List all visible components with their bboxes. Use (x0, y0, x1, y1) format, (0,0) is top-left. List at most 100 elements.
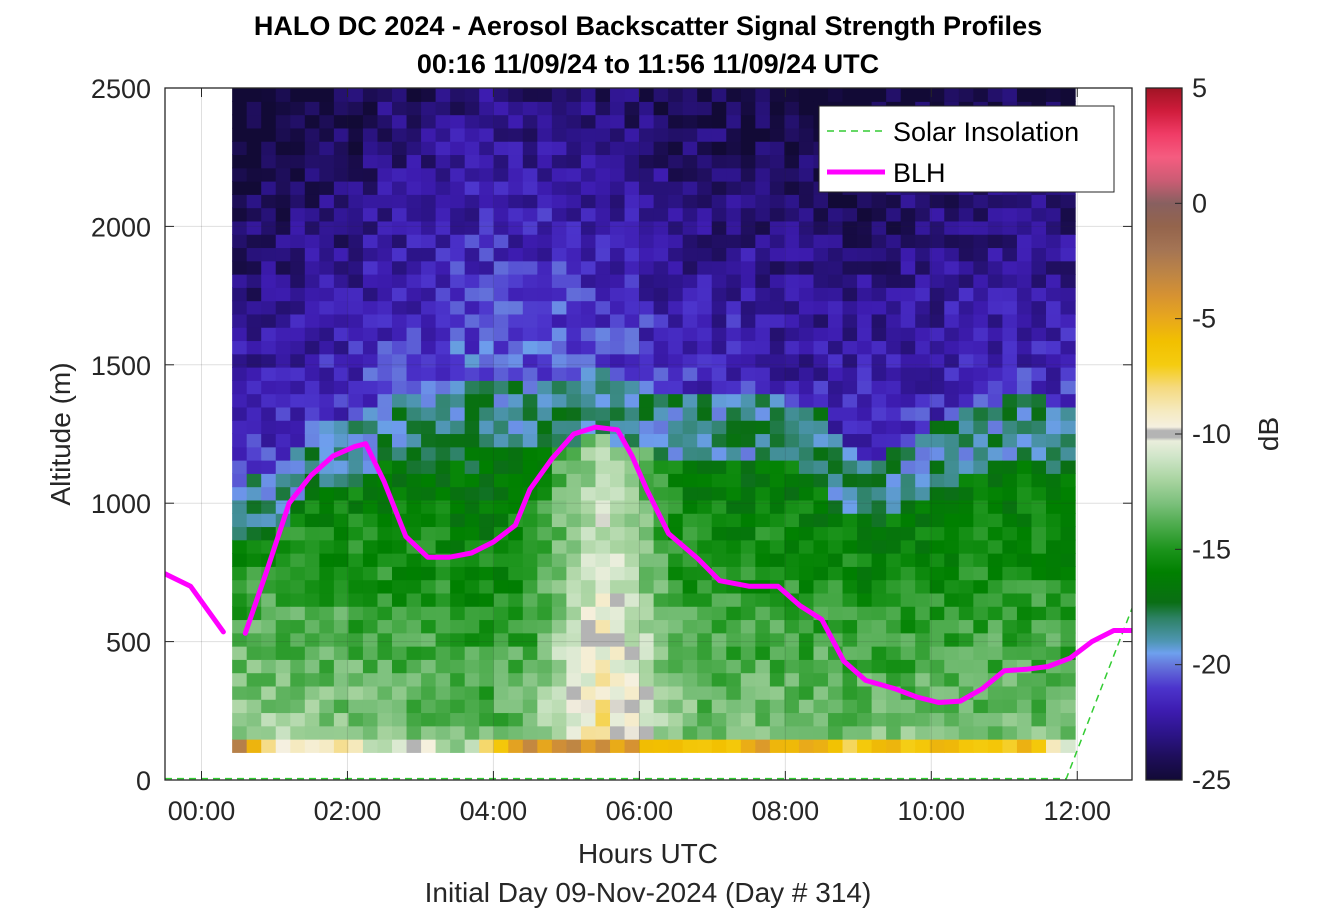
heatmap-cell (798, 300, 815, 315)
heatmap-cell (551, 274, 568, 288)
colorbar-label: dB (1253, 417, 1284, 451)
heatmap-cell (682, 460, 698, 474)
heatmap-cell (566, 699, 582, 714)
heatmap-cell (987, 553, 1003, 567)
heatmap-cell (755, 685, 771, 700)
heatmap-cell (522, 194, 538, 209)
heatmap-cell (348, 393, 364, 408)
heatmap-cell (726, 499, 742, 514)
heatmap-cell (551, 659, 568, 674)
heatmap-cell (639, 499, 655, 514)
heatmap-cell (348, 260, 364, 275)
heatmap-cell (580, 154, 597, 169)
heatmap-cell (813, 287, 829, 302)
heatmap-cell (464, 141, 480, 156)
heatmap-cell (304, 353, 320, 368)
heatmap-cell (740, 207, 756, 222)
heatmap-cell (842, 340, 858, 355)
heatmap-cell (755, 646, 771, 660)
heatmap-cell (1046, 260, 1062, 275)
heatmap-cell (304, 526, 320, 541)
heatmap-cell (319, 526, 335, 541)
heatmap-cell (406, 287, 422, 302)
heatmap-cell (798, 499, 815, 514)
heatmap-cell (392, 194, 408, 209)
heatmap-cell (450, 460, 466, 474)
heatmap-cell (740, 712, 756, 727)
heatmap-cell (362, 606, 379, 621)
heatmap-cell (668, 619, 684, 634)
heatmap-cell (392, 486, 408, 501)
heatmap-cell (406, 712, 422, 727)
heatmap-cell (246, 327, 262, 342)
heatmap-cell (275, 220, 291, 235)
heatmap-cell (755, 699, 771, 714)
heatmap-cell (537, 619, 553, 634)
heatmap-cell (828, 247, 844, 262)
heatmap-cell (857, 313, 873, 328)
heatmap-cell (348, 101, 364, 116)
heatmap-cell (624, 300, 640, 315)
heatmap-cell (551, 606, 568, 621)
heatmap-cell (697, 473, 713, 488)
heatmap-cell (697, 114, 713, 129)
heatmap-cell (261, 353, 277, 368)
heatmap-cell (697, 340, 713, 355)
heatmap-cell (595, 247, 611, 262)
heatmap-cell (464, 340, 480, 355)
heatmap-cell (798, 141, 815, 156)
heatmap-cell (537, 194, 553, 209)
heatmap-cell (595, 566, 611, 581)
heatmap-cell (697, 207, 713, 222)
heatmap-cell (493, 181, 509, 195)
heatmap-cell (610, 287, 626, 302)
heatmap-cell (769, 274, 786, 288)
heatmap-cell (886, 725, 902, 740)
heatmap-cell (639, 300, 655, 315)
heatmap-cell (493, 127, 509, 142)
heatmap-cell (392, 260, 408, 275)
heatmap-cell (319, 406, 335, 421)
heatmap-cell (624, 340, 640, 355)
heatmap-cell (610, 446, 626, 461)
heatmap-cell (769, 313, 786, 328)
heatmap-cell (1031, 380, 1047, 395)
heatmap-cell (769, 499, 786, 514)
heatmap-cell (464, 486, 480, 501)
heatmap-cell (798, 247, 815, 262)
heatmap-cell (246, 739, 262, 753)
solar-insolation-line (165, 608, 1132, 780)
heatmap-cell (973, 234, 989, 249)
legend-box (818, 105, 1115, 193)
heatmap-cell (595, 672, 611, 687)
heatmap-cell (828, 513, 844, 528)
heatmap-cell (290, 739, 306, 753)
heatmap-cell (246, 274, 262, 288)
heatmap-cell (1016, 539, 1033, 554)
heatmap-cell (464, 446, 480, 461)
heatmap-cell (1046, 699, 1062, 714)
heatmap-cell (290, 181, 306, 195)
heatmap-cell (813, 579, 829, 594)
heatmap-cell (711, 499, 727, 514)
heatmap-cell (493, 619, 509, 634)
heatmap-cell (508, 632, 524, 647)
heatmap-cell (508, 353, 524, 368)
heatmap-cell (333, 579, 350, 594)
heatmap-cell (726, 712, 742, 727)
heatmap-cell (987, 274, 1003, 288)
heatmap-cell (246, 446, 262, 461)
heatmap-cell (1031, 300, 1047, 315)
heatmap-cell (987, 420, 1003, 435)
heatmap-cell (1046, 513, 1062, 528)
heatmap-cell (828, 260, 844, 275)
heatmap-cell (232, 313, 248, 328)
heatmap-cell (537, 260, 553, 275)
heatmap-cell (1060, 632, 1076, 647)
heatmap-cell (973, 287, 989, 302)
heatmap-cell (450, 646, 466, 660)
heatmap-cell (406, 260, 422, 275)
heatmap-cell (987, 340, 1003, 355)
heatmap-cell (697, 327, 713, 342)
heatmap-cell (464, 101, 480, 116)
